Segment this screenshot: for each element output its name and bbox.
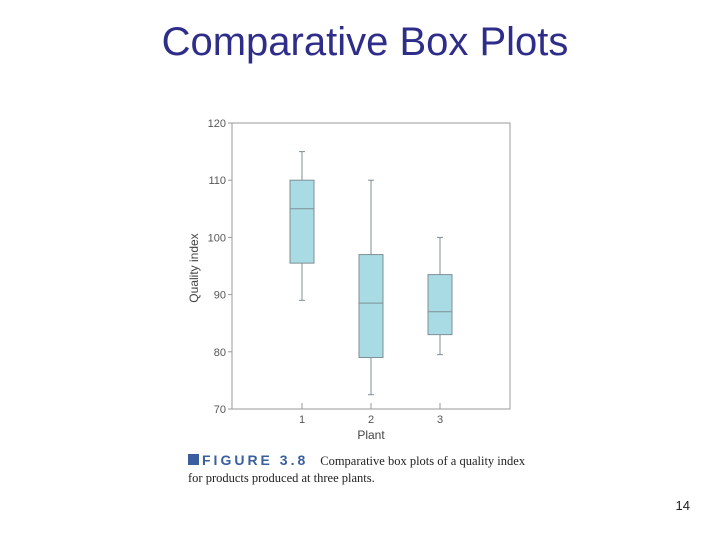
figure-caption: FIGURE 3.8 Comparative box plots of a qua… [188, 452, 528, 487]
box-2 [358, 254, 384, 359]
y-tick-label-80: 80 [214, 347, 226, 359]
boxes-group [289, 151, 453, 396]
x-axis-label: Plant [357, 428, 385, 442]
box-3 [427, 274, 453, 336]
x-axis-ticks: 1 2 3 [299, 403, 443, 426]
slide-title: Comparative Box Plots [161, 20, 569, 64]
y-tick-label-90: 90 [214, 290, 226, 302]
figure-label: FIGURE 3.8 [202, 452, 309, 468]
figure-caption-text: Comparative box plots of a quality index… [188, 454, 526, 485]
box-1 [289, 179, 315, 264]
y-tick-label-70: 70 [214, 404, 226, 416]
x-tick-label-2: 2 [368, 414, 374, 426]
x-tick-label-3: 3 [437, 414, 443, 426]
x-tick-label-1: 1 [299, 414, 305, 426]
y-tick-label-100: 100 [208, 232, 226, 244]
y-tick-label-120: 120 [208, 118, 226, 130]
figure-square-icon [188, 454, 199, 465]
page-number: 14 [675, 498, 690, 513]
y-tick-label-110: 110 [208, 175, 226, 187]
y-axis-label: Quality index [187, 233, 201, 302]
y-axis-ticks: 70 80 90 100 110 120 [208, 118, 232, 416]
